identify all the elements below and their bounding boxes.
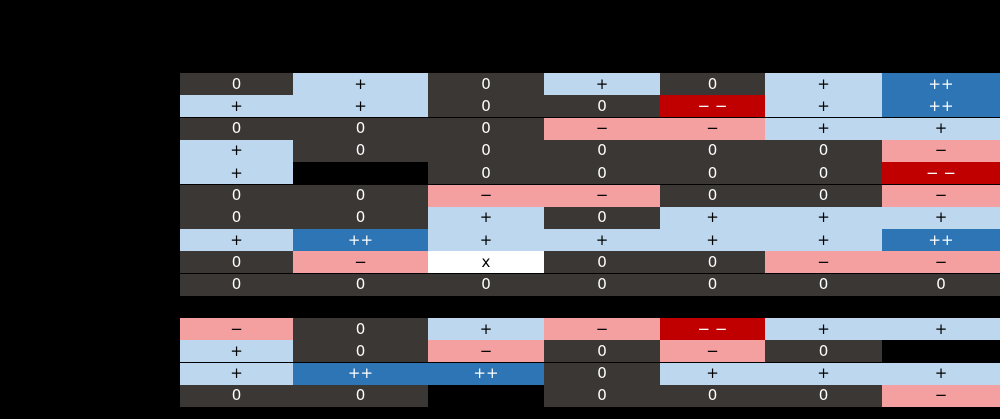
cell-s1-r1-c3: 0 xyxy=(428,73,544,95)
cell-s2-r4-c4: 0 xyxy=(544,384,660,407)
cell-s2-r2-c4: 0 xyxy=(544,340,660,363)
cell-s2-r1-c6: + xyxy=(765,318,882,340)
cell-s1-r5-c6: 0 xyxy=(765,162,882,185)
cell-s1-r1-c1: 0 xyxy=(180,73,293,95)
cell-s2-r1-c5: − − xyxy=(660,318,765,340)
cell-s1-r3-c4: − xyxy=(544,117,660,140)
cell-s1-r4-c6: 0 xyxy=(765,139,882,162)
cell-s1-r9-c1: 0 xyxy=(180,251,293,274)
cell-s2-r4-c1: 0 xyxy=(180,384,293,407)
cell-s2-r1-c2: 0 xyxy=(293,318,428,340)
cell-s1-r7-c7: + xyxy=(882,206,1000,229)
cell-s1-r7-c4: 0 xyxy=(544,206,660,229)
cell-s1-r4-c7: − xyxy=(882,139,1000,162)
cell-s2-r1-c4: − xyxy=(544,318,660,340)
cell-s1-r1-c4: + xyxy=(544,73,660,95)
cell-s1-r3-c5: − xyxy=(660,117,765,140)
cell-s1-r6-c6: 0 xyxy=(765,184,882,207)
cell-s2-r2-c6: 0 xyxy=(765,340,882,363)
cell-s2-r2-c5: − xyxy=(660,340,765,363)
cell-s2-r3-c4: 0 xyxy=(544,362,660,385)
cell-s1-r2-c2: + xyxy=(293,95,428,118)
cell-s1-r10-c6: 0 xyxy=(765,273,882,296)
cell-s1-r2-c1: + xyxy=(180,95,293,118)
cell-s1-r10-c3: 0 xyxy=(428,273,544,296)
cell-s2-r1-c7: + xyxy=(882,318,1000,340)
cell-s1-r5-c3: 0 xyxy=(428,162,544,185)
cell-s2-r1-c3: + xyxy=(428,318,544,340)
cell-s1-r9-c3: x xyxy=(428,251,544,274)
cell-s1-r1-c5: 0 xyxy=(660,73,765,95)
cell-s1-r4-c3: 0 xyxy=(428,139,544,162)
cell-s1-r4-c4: 0 xyxy=(544,139,660,162)
cell-s1-r1-c7: ++ xyxy=(882,73,1000,95)
cell-s1-r3-c7: + xyxy=(882,117,1000,140)
cell-s1-r6-c2: 0 xyxy=(293,184,428,207)
cell-s1-r9-c5: 0 xyxy=(660,251,765,274)
cell-s1-r9-c2: − xyxy=(293,251,428,274)
cell-s2-r3-c1: + xyxy=(180,362,293,385)
cell-s1-r8-c5: + xyxy=(660,229,765,252)
cell-s1-r3-c3: 0 xyxy=(428,117,544,140)
cell-s1-r7-c1: 0 xyxy=(180,206,293,229)
cell-s1-r10-c2: 0 xyxy=(293,273,428,296)
cell-s1-r5-c7: − − xyxy=(882,162,1000,185)
cell-s1-r2-c7: ++ xyxy=(882,95,1000,118)
cell-s1-r5-c4: 0 xyxy=(544,162,660,185)
cell-s1-r8-c6: + xyxy=(765,229,882,252)
cell-s1-r3-c6: + xyxy=(765,117,882,140)
cell-s2-r4-c2: 0 xyxy=(293,384,428,407)
cell-s1-r2-c6: + xyxy=(765,95,882,118)
cell-s2-r3-c6: + xyxy=(765,362,882,385)
cell-s1-r6-c3: − xyxy=(428,184,544,207)
cell-s1-r4-c5: 0 xyxy=(660,139,765,162)
cell-s1-r3-c2: 0 xyxy=(293,117,428,140)
cell-s1-r8-c2: ++ xyxy=(293,229,428,252)
cell-s1-r8-c7: ++ xyxy=(882,229,1000,252)
cell-s1-r8-c1: + xyxy=(180,229,293,252)
cell-s2-r2-c7 xyxy=(882,340,1000,362)
cell-s2-r4-c7: − xyxy=(882,384,1000,407)
cell-s1-r9-c6: − xyxy=(765,251,882,274)
cell-s1-r10-c7: 0 xyxy=(882,273,1000,296)
cell-s1-r9-c7: − xyxy=(882,251,1000,274)
cell-s1-r1-c2: + xyxy=(293,73,428,95)
cell-s1-r2-c3: 0 xyxy=(428,95,544,118)
cell-s1-r7-c3: + xyxy=(428,206,544,229)
cell-s1-r6-c1: 0 xyxy=(180,184,293,207)
cell-s1-r5-c5: 0 xyxy=(660,162,765,185)
cell-s2-r3-c7: + xyxy=(882,362,1000,385)
cell-s1-r4-c1: + xyxy=(180,139,293,162)
cell-s1-r7-c2: 0 xyxy=(293,206,428,229)
cell-s1-r10-c1: 0 xyxy=(180,273,293,296)
cell-s2-r3-c3: ++ xyxy=(428,362,544,385)
cell-s1-r1-c6: + xyxy=(765,73,882,95)
cell-s1-r2-c4: 0 xyxy=(544,95,660,118)
cell-s2-r3-c5: + xyxy=(660,362,765,385)
cell-s1-r10-c5: 0 xyxy=(660,273,765,296)
cell-s2-r1-c1: − xyxy=(180,318,293,340)
cell-s1-r6-c7: − xyxy=(882,184,1000,207)
cell-s1-r6-c5: 0 xyxy=(660,184,765,207)
cell-s2-r4-c6: 0 xyxy=(765,384,882,407)
cell-s1-r9-c4: 0 xyxy=(544,251,660,274)
cell-s2-r2-c1: + xyxy=(180,340,293,363)
cell-s2-r4-c5: 0 xyxy=(660,384,765,407)
cell-s2-r3-c2: ++ xyxy=(293,362,428,385)
cell-s1-r7-c5: + xyxy=(660,206,765,229)
cell-s1-r3-c1: 0 xyxy=(180,117,293,140)
cell-s2-r2-c3: − xyxy=(428,340,544,363)
cell-s1-r7-c6: + xyxy=(765,206,882,229)
cell-s1-r5-c1: + xyxy=(180,162,293,185)
cell-s1-r5-c2 xyxy=(293,162,428,184)
cell-s1-r6-c4: − xyxy=(544,184,660,207)
cell-s1-r10-c4: 0 xyxy=(544,273,660,296)
cell-s1-r2-c5: − − xyxy=(660,95,765,118)
cell-s1-r4-c2: 0 xyxy=(293,139,428,162)
cell-s1-r8-c3: + xyxy=(428,229,544,252)
cell-s2-r2-c2: 0 xyxy=(293,340,428,363)
cell-s2-r4-c3 xyxy=(428,385,544,407)
cell-s1-r8-c4: + xyxy=(544,229,660,252)
